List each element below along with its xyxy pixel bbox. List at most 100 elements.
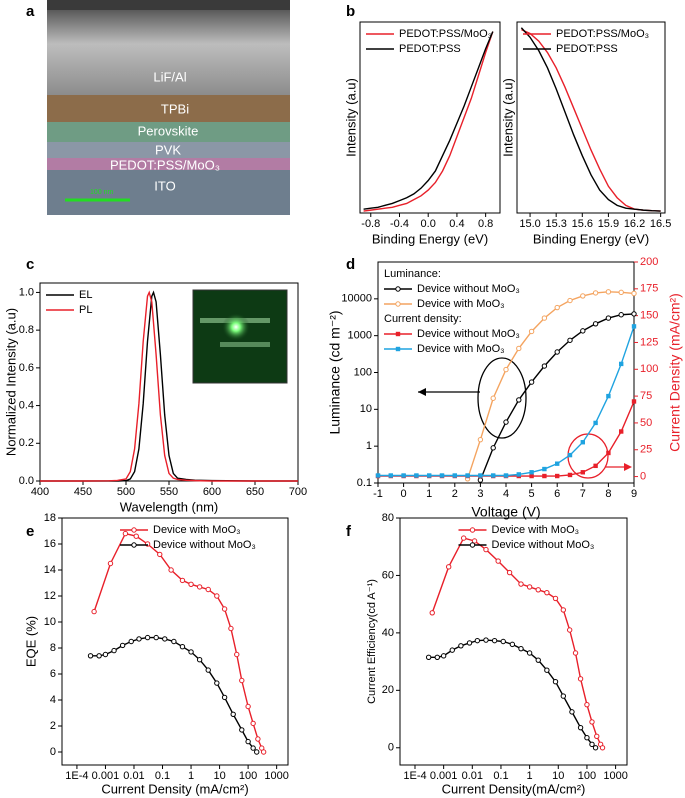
marker xyxy=(619,429,624,434)
x-tick-label: 650 xyxy=(246,486,264,498)
marker xyxy=(133,533,139,539)
x-tick-label: 0.1 xyxy=(493,770,508,782)
y-tick-label: 40 xyxy=(382,627,394,639)
marker xyxy=(483,637,489,643)
marker xyxy=(584,701,590,708)
legend-label: EL xyxy=(79,289,92,301)
marker xyxy=(250,720,256,727)
marker xyxy=(500,638,506,645)
marker xyxy=(425,654,432,660)
marker xyxy=(552,595,559,602)
marker xyxy=(606,393,611,399)
marker xyxy=(196,657,203,663)
x-tick-label: 0.8 xyxy=(478,218,493,230)
layer-pvk xyxy=(47,142,290,158)
panel-label: f xyxy=(346,523,352,540)
y-tick-label: 18 xyxy=(44,512,56,524)
y2-tick-label: 200 xyxy=(640,256,658,268)
layer-label: Perovskite xyxy=(138,123,199,138)
x-tick-label: 0.1 xyxy=(155,770,170,782)
marker xyxy=(589,719,595,725)
marker xyxy=(254,749,260,755)
layer-ito xyxy=(47,170,290,215)
marker xyxy=(221,694,228,701)
marker xyxy=(260,749,267,755)
marker xyxy=(445,564,452,570)
marker xyxy=(239,727,245,733)
marker xyxy=(528,328,535,335)
marker xyxy=(516,397,522,403)
marker xyxy=(245,703,251,710)
marker xyxy=(153,634,159,641)
x-tick-label: 0.001 xyxy=(92,770,120,782)
marker xyxy=(593,463,598,469)
marker xyxy=(136,636,142,642)
x-tick-label: 500 xyxy=(117,486,135,498)
marker xyxy=(577,676,584,682)
marker xyxy=(205,586,211,593)
marker xyxy=(631,311,637,317)
marker xyxy=(157,551,163,558)
y-axis-label: Intensity (a.u) xyxy=(343,78,358,157)
series-line xyxy=(431,537,604,749)
legend-label: Device with MoO₃ xyxy=(153,524,241,536)
series-line xyxy=(40,290,298,482)
panel-label: b xyxy=(346,3,355,20)
y-tick-label: 0 xyxy=(388,742,394,754)
marker xyxy=(555,473,560,479)
marker xyxy=(469,542,476,548)
y2-tick-label: 0 xyxy=(640,470,646,482)
x-tick-label: 15.0 xyxy=(519,218,540,230)
marker xyxy=(490,395,496,401)
marker xyxy=(580,470,585,475)
y-tick-label: 12 xyxy=(44,590,56,602)
layer-label: LiF/Al xyxy=(153,69,186,84)
x-tick-label: 400 xyxy=(31,486,49,498)
series-line xyxy=(363,31,494,212)
marker xyxy=(471,538,478,544)
x-tick-label: 1 xyxy=(527,770,533,782)
marker xyxy=(503,366,509,373)
y2-axis-label: Current Density (mA/cm²) xyxy=(667,293,683,452)
y-tick-label: 6 xyxy=(50,668,56,680)
marker xyxy=(594,733,600,739)
marker xyxy=(589,741,595,748)
marker xyxy=(119,642,126,649)
series-line xyxy=(93,532,265,753)
y-axis-label: Luminance (cd m⁻²) xyxy=(327,310,343,434)
marker xyxy=(388,473,393,478)
layer-pedot xyxy=(47,158,290,170)
marker xyxy=(179,577,186,584)
marker xyxy=(518,645,524,652)
marker xyxy=(395,346,401,352)
x-tick-label: 10 xyxy=(552,770,564,782)
marker xyxy=(434,654,440,660)
x-axis-label: Binding Energy (eV) xyxy=(372,231,488,246)
marker xyxy=(506,569,513,576)
legend-label: Device without MoO₃ xyxy=(417,328,520,340)
marker xyxy=(234,651,240,658)
marker xyxy=(491,637,498,644)
y-tick-label: 0.1 xyxy=(357,477,372,489)
marker xyxy=(460,535,467,541)
x-tick-label: 1E-4 xyxy=(65,770,88,782)
marker xyxy=(544,589,550,596)
marker xyxy=(631,399,637,404)
plot-frame xyxy=(399,517,628,766)
y-tick-label: 0.6 xyxy=(19,362,34,374)
y2-tick-label: 50 xyxy=(640,417,652,429)
marker xyxy=(516,345,522,352)
x-tick-label: 100 xyxy=(578,770,596,782)
marker xyxy=(96,653,102,659)
marker xyxy=(214,593,220,599)
marker xyxy=(567,472,573,478)
marker xyxy=(542,473,547,479)
x-tick-label: -0.8 xyxy=(361,218,380,230)
marker xyxy=(592,745,599,751)
plot-frame xyxy=(516,21,666,214)
marker xyxy=(91,608,97,615)
marker xyxy=(569,709,575,715)
legend-label: PEDOT:PSS/MoO₃ xyxy=(556,28,649,40)
y-tick-label: 10 xyxy=(360,403,372,415)
marker xyxy=(541,315,548,321)
